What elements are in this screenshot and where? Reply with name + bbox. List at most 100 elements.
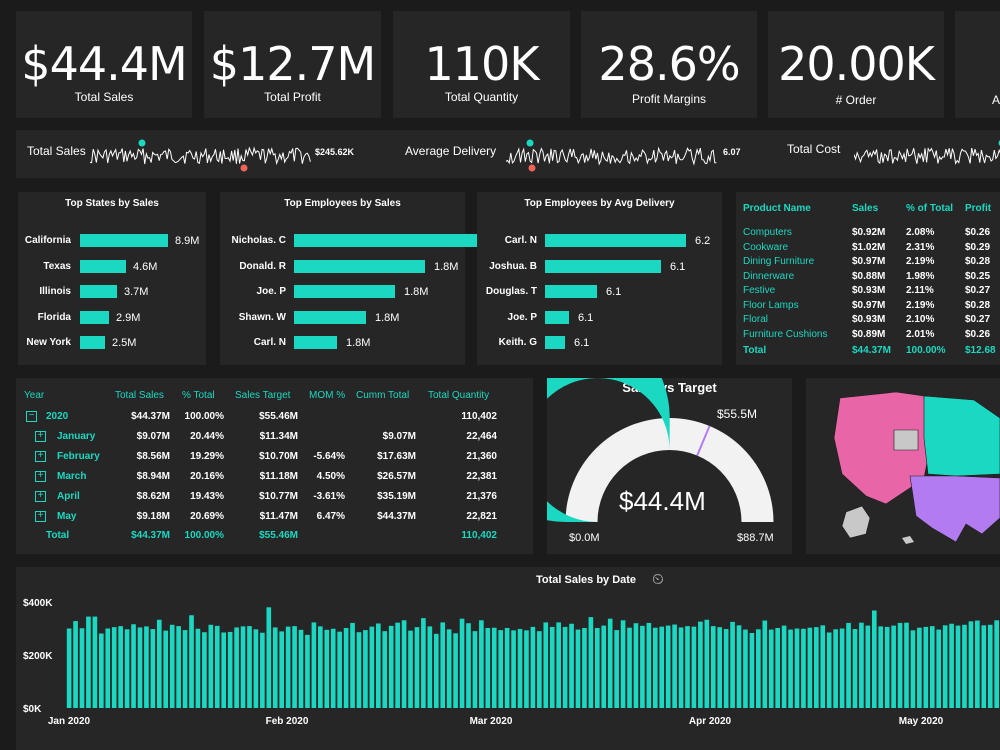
bar-value: 2.9M [116,311,141,324]
bar[interactable] [80,310,109,324]
map-region-central[interactable] [923,395,1000,477]
pivot-month-cell: 20.69% [190,511,224,522]
product-table-total-cell: Total [743,345,767,356]
bar[interactable] [294,336,337,349]
pivot-month-cell: $9.18M [136,511,170,522]
product-name-cell[interactable]: Cookware [743,241,789,253]
gauge-max-label: $88.7M [737,532,774,544]
product-table-total-cell: $12.68 [965,345,996,356]
bar-value: 6.2 [695,235,711,247]
sparkline-label-total-cost: Total Cost [787,142,841,156]
top-employees-sales-chart: Top Employees by Sales Nicholas. C1.9MDo… [220,192,530,365]
product-table-cell: $0.27 [965,285,991,296]
product-table: Product Name Sales % of Total Profit Compute… [736,192,1000,365]
bar-label: Texas [43,260,71,272]
pivot-month-label[interactable]: March [57,471,87,482]
product-name-cell[interactable]: Furniture Cushions [743,328,828,340]
bar[interactable] [545,310,569,324]
kpi-value: $12.7M [209,37,376,91]
expand-icon[interactable]: + [35,491,46,502]
pivot-month-cell: 20.44% [190,431,224,442]
kpi-label: Total Quantity [444,90,519,104]
expand-icon[interactable]: + [35,511,46,522]
pivot-month-cell: 20.16% [190,471,224,482]
sparkline-label-average-delivery: Average Delivery [405,144,497,158]
pivot-month-label[interactable]: April [57,491,80,502]
pivot-month-label[interactable]: February [57,451,100,462]
pivot-total-cell: $44.37M [131,530,170,541]
sparkline-strip: Total Sales $245.62K Average Delivery 6.… [16,130,1000,178]
pivot-month-cell: 4.50% [316,471,345,482]
kpi-label: A [992,93,1000,107]
bar-label: Illinois [39,286,71,297]
product-name-cell[interactable]: Floral [743,314,769,325]
product-table-cell: 2.08% [906,227,935,238]
expand-icon[interactable]: + [35,451,46,462]
sparkline-path [506,146,717,166]
kpi-label: # Order [835,93,877,107]
bar[interactable] [294,234,497,247]
pivot-month-cell: $8.62M [136,491,170,502]
product-table-cell: 2.19% [906,256,935,267]
bar-value: 6.1 [670,260,686,273]
gauge-fill [547,378,670,522]
bar[interactable] [545,259,661,273]
pivot-month-cell: $11.18M [259,471,298,482]
bar-label: California [24,235,71,246]
product-name-cell[interactable]: Dinnerware [743,270,795,282]
product-table-cell: $0.89M [852,328,886,340]
sparkline-path [854,147,1000,165]
kpi-label: Total Sales [74,90,134,104]
bar[interactable] [80,234,168,247]
pivot-header: Total Sales [115,390,164,401]
product-table-cell: 2.31% [906,241,935,253]
expand-icon[interactable]: + [35,471,46,482]
bar[interactable] [545,285,597,298]
product-table-cell: 2.19% [906,299,935,311]
product-table-cell: $0.97M [852,256,886,267]
product-table-cell: 2.01% [906,328,935,340]
gauge-target-label: $55.5M [717,407,758,421]
us-map-svg [833,391,1000,544]
bar[interactable] [294,310,366,324]
pivot-month-label[interactable]: January [57,431,96,442]
gauge-target-marker [696,425,711,456]
kpi-value: 28.6% [598,37,740,91]
product-name-cell[interactable]: Floor Lamps [743,299,799,311]
pivot-month-cell: $26.57M [377,471,416,482]
pivot-total-label[interactable]: Total [46,530,70,541]
pivot-month-cell: 22,464 [466,431,497,442]
kpi-card-profit-margins: 28.6% Profit Margins [581,11,757,118]
product-name-cell[interactable]: Festive [743,285,776,296]
product-table-cell: $0.93M [852,285,886,296]
forecast-icon[interactable]: ⏲ [652,571,664,588]
bar-label: Shawn. W [238,311,286,323]
expand-icon[interactable]: + [35,431,46,442]
product-table-header: % of Total [906,203,954,214]
pivot-month-cell: $35.19M [377,491,416,502]
bar[interactable] [80,336,105,349]
product-table-header: Profit [965,203,992,214]
bar[interactable] [80,259,126,273]
collapse-icon[interactable]: − [26,411,37,422]
kpi-card-partial: A [955,11,1000,118]
bar[interactable] [545,336,565,349]
us-map[interactable] [806,378,1000,554]
bar-value: 3.7M [124,286,149,298]
bar[interactable] [80,285,117,298]
product-table-cell: 1.98% [906,270,935,282]
bar-value: 4.6M [133,260,158,273]
bar[interactable] [545,234,686,247]
sales-vs-target-gauge: Sales vs Target $55.5M $44.4M $0.0M $88.… [547,378,792,554]
product-name-cell[interactable]: Dining Furniture [743,256,815,267]
product-name-cell[interactable]: Computers [743,227,792,238]
pivot-month-cell: $10.77M [259,491,298,502]
map-region-south[interactable] [909,475,1000,543]
pivot-month-cell: 21,376 [466,491,497,502]
pivot-header: Year [24,390,45,401]
bar[interactable] [294,259,425,273]
pivot-year-label[interactable]: 2020 [46,411,69,422]
gauge-min-label: $0.0M [569,532,600,544]
pivot-month-label[interactable]: May [57,511,77,522]
bar[interactable] [294,285,395,298]
